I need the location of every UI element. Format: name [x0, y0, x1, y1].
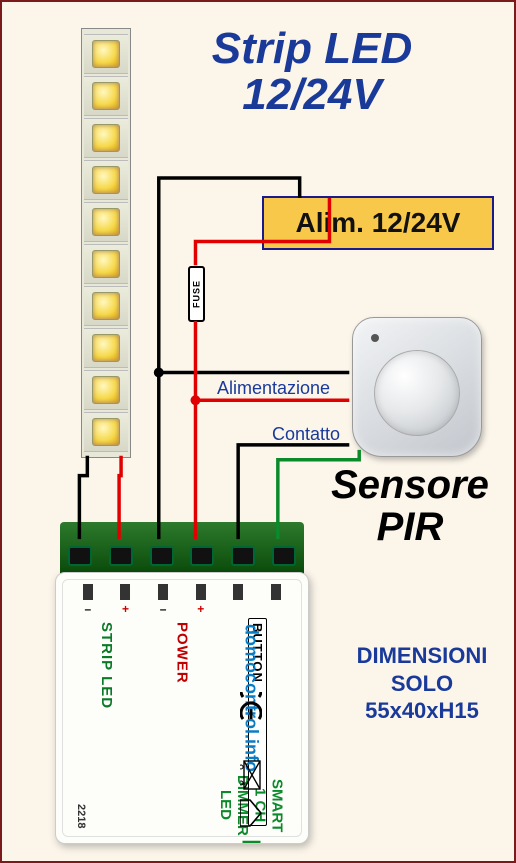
dim-line3: 55x40xH15	[338, 697, 506, 725]
pin-strip-minus: –	[71, 580, 105, 620]
dimmer-module: – + – + STRIP LED POWER BUTTON domoc	[55, 572, 309, 844]
diagram-frame: Strip LED 12/24V Alim. 12/24V FUSE Alime…	[0, 0, 516, 863]
pir-indicator-led	[371, 334, 379, 342]
led-chip	[92, 292, 120, 320]
pin-button-b	[259, 580, 293, 620]
pin-label-strip: STRIP LED	[98, 618, 115, 826]
led-strip	[81, 28, 131, 458]
led-cell	[84, 328, 128, 368]
pir-body	[352, 317, 482, 457]
terminal-block	[60, 522, 304, 574]
pin-strip-plus: +	[108, 580, 142, 620]
terminal-1	[68, 546, 92, 566]
pir-sensor	[352, 317, 482, 457]
psu-label: Alim. 12/24V	[296, 207, 461, 239]
dim-line1: DIMENSIONI	[338, 642, 506, 670]
sensor-line1: Sensore	[315, 464, 505, 506]
module-pcb: – + – + STRIP LED POWER BUTTON domoc	[62, 579, 302, 837]
led-cell	[84, 160, 128, 200]
psu-box: Alim. 12/24V	[262, 196, 494, 250]
led-chip	[92, 40, 120, 68]
label-alimentazione: Alimentazione	[217, 378, 330, 399]
pin-label-power: POWER	[173, 618, 190, 826]
led-cell	[84, 202, 128, 242]
sensor-title: Sensore PIR	[315, 464, 505, 548]
fuse: FUSE	[188, 266, 205, 322]
led-cell	[84, 118, 128, 158]
led-chip	[92, 376, 120, 404]
dimensions-note: DIMENSIONI SOLO 55x40xH15	[338, 642, 506, 725]
title-line2: 12/24V	[152, 72, 472, 118]
home-icon	[240, 798, 262, 828]
led-chip	[92, 334, 120, 362]
terminal-5	[231, 546, 255, 566]
pin-label-row: – + – +	[63, 580, 301, 620]
fuse-label: FUSE	[192, 280, 202, 308]
title-line1: Strip LED	[152, 26, 472, 72]
dim-line2: SOLO	[338, 670, 506, 698]
sensor-line2: PIR	[315, 506, 505, 548]
led-chip	[92, 124, 120, 152]
terminal-2	[109, 546, 133, 566]
pin-power-plus: +	[184, 580, 218, 620]
led-cell	[84, 244, 128, 284]
led-cell	[84, 76, 128, 116]
module-datecode: 2218	[75, 804, 87, 828]
terminal-6	[272, 546, 296, 566]
module-cert-icons	[191, 692, 309, 828]
title: Strip LED 12/24V	[152, 26, 472, 118]
module-model: DLD1S	[236, 839, 267, 844]
led-cell	[84, 370, 128, 410]
ce-icon	[240, 692, 262, 752]
led-cell	[84, 412, 128, 452]
pin-button-a	[221, 580, 255, 620]
terminal-4	[190, 546, 214, 566]
led-chip	[92, 250, 120, 278]
led-chip	[92, 82, 120, 110]
label-contatto: Contatto	[272, 424, 340, 445]
led-chip	[92, 418, 120, 446]
pin-power-minus: –	[146, 580, 180, 620]
pir-lens	[374, 350, 460, 436]
led-cell	[84, 34, 128, 74]
weee-icon	[240, 760, 262, 790]
led-chip	[92, 208, 120, 236]
led-cell	[84, 286, 128, 326]
led-chip	[92, 166, 120, 194]
terminal-3	[150, 546, 174, 566]
